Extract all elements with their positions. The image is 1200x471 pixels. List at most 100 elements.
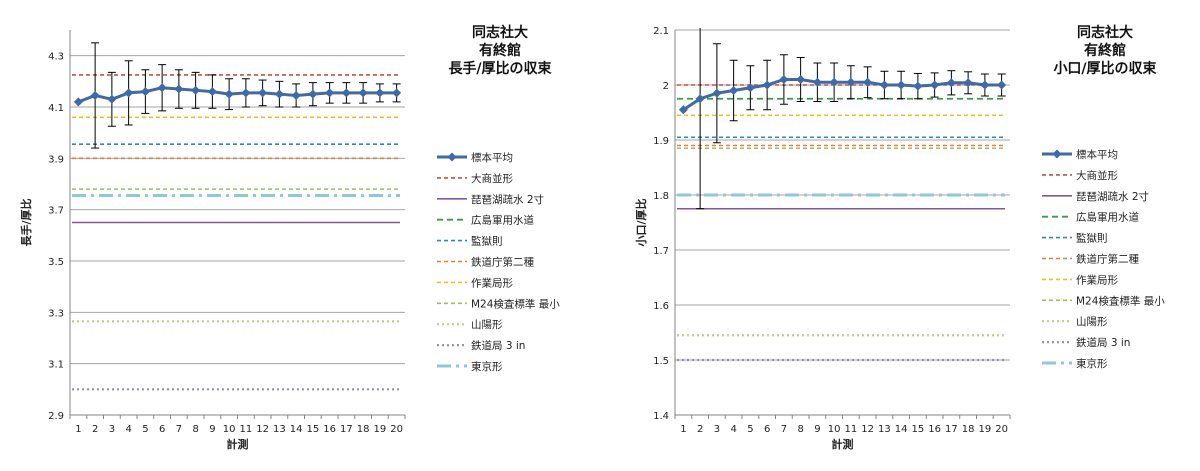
legend-entry: M24検査標準 最小 [1042, 294, 1165, 307]
data-point [779, 75, 789, 84]
legend-entry: 監獄則 [437, 235, 503, 248]
data-point [879, 80, 889, 90]
chart-title-line: 小口/厚比の収束 [1053, 60, 1157, 77]
legend-entry: 作業局形 [1042, 273, 1118, 286]
chart-title-line: 有終館 [479, 42, 521, 59]
legend-label: 広島軍用水道 [1076, 211, 1139, 224]
data-point [846, 77, 856, 87]
x-tick-label: 9 [814, 424, 820, 435]
legend-entry: 作業局形 [437, 276, 513, 289]
data-point [812, 77, 822, 87]
x-tick-label: 14 [290, 424, 303, 435]
x-tick-label: 5 [142, 424, 148, 435]
legend-label: 東京形 [1076, 357, 1108, 370]
x-tick-label: 10 [223, 424, 236, 435]
data-point [308, 89, 318, 99]
data-point [157, 83, 167, 93]
legend-entry: 大商並形 [1042, 169, 1118, 182]
x-tick-label: 11 [845, 424, 858, 435]
data-point [291, 90, 301, 100]
x-tick-label: 6 [159, 424, 165, 435]
x-tick-label: 19 [979, 424, 992, 435]
legend-entry: 鉄道局 3 in [437, 339, 525, 352]
data-point [796, 75, 806, 84]
y-tick-label: 1.5 [653, 356, 669, 367]
legend-marker [447, 152, 457, 162]
legend-entry: 広島軍用水道 [1042, 211, 1139, 224]
x-tick-label: 11 [240, 424, 253, 435]
y-tick-label: 3.9 [48, 154, 64, 165]
legend-label: 山陽形 [1076, 316, 1108, 328]
x-tick-label: 1 [680, 424, 686, 435]
x-tick-label: 16 [928, 424, 941, 435]
data-point [712, 88, 722, 98]
legend-entry: 大商並形 [437, 172, 513, 185]
y-tick-label: 1.9 [653, 136, 669, 147]
x-tick-label: 9 [209, 424, 215, 435]
chart-title-line: 長手/厚比の収束 [448, 60, 552, 77]
data-point [90, 90, 100, 100]
legend-entry: 鉄道庁第二種 [437, 256, 534, 269]
legend-entry: 鉄道庁第二種 [1042, 253, 1139, 266]
legend-label: 大商並形 [471, 172, 513, 185]
legend-label: 作業局形 [1076, 273, 1118, 286]
x-tick-label: 7 [176, 424, 182, 435]
x-tick-label: 2 [697, 424, 703, 435]
legend-entry: 監獄則 [1042, 232, 1108, 245]
legend-label: 鉄道庁第二種 [1076, 253, 1139, 266]
x-tick-label: 20 [995, 424, 1008, 435]
data-point [946, 78, 956, 88]
y-tick-label: 3.7 [48, 206, 64, 217]
data-point [124, 88, 134, 98]
data-point [745, 83, 755, 93]
x-tick-label: 17 [340, 424, 353, 435]
chart-panel-2: 1.41.51.61.71.81.922.11 2 3 4 5 6 7 8 9 10 11 12 13 1… [634, 24, 1165, 451]
data-point [678, 105, 688, 115]
x-tick-label: 17 [945, 424, 958, 435]
chart-title-line: 有終館 [1084, 42, 1126, 59]
legend-entry: 標本平均 [437, 151, 513, 164]
x-tick-label: 18 [357, 424, 370, 435]
legend-entry: 琵琶湖疏水 2寸 [1042, 190, 1149, 203]
legend-entry: 山陽形 [1042, 316, 1108, 328]
legend-entry: 東京形 [437, 360, 503, 373]
x-tick-label: 3 [109, 424, 115, 435]
x-tick-label: 13 [273, 424, 286, 435]
y-axis-label: 長手/厚比 [19, 198, 33, 246]
legend-label: 大商並形 [1076, 169, 1118, 182]
y-tick-label: 1.7 [653, 246, 669, 257]
data-point [140, 87, 150, 97]
legend-label: 監獄則 [1076, 232, 1108, 245]
legend-entry: 鉄道局 3 in [1042, 336, 1130, 349]
data-point [191, 85, 201, 95]
legend-entry: 琵琶湖疏水 2寸 [437, 193, 544, 206]
legend-label: M24検査標準 最小 [471, 297, 560, 310]
legend-entry: M24検査標準 最小 [437, 297, 560, 310]
data-point [762, 80, 772, 90]
x-tick-label: 15 [912, 424, 925, 435]
x-tick-label: 14 [895, 424, 908, 435]
data-point [207, 87, 217, 97]
data-point [913, 81, 923, 91]
chart-title-line: 同志社大 [1077, 24, 1133, 41]
data-point [274, 89, 284, 99]
y-tick-label: 2 [663, 81, 669, 92]
legend-label: M24検査標準 最小 [1076, 294, 1165, 307]
x-tick-label: 1 [75, 424, 81, 435]
legend-label: 鉄道局 3 in [1076, 336, 1130, 349]
y-tick-label: 4.1 [48, 103, 64, 114]
x-axis-label: 計測 [227, 437, 249, 451]
x-tick-label: 16 [323, 424, 336, 435]
x-tick-label: 13 [878, 424, 891, 435]
y-tick-label: 4.3 [48, 52, 64, 63]
y-tick-label: 2.1 [653, 26, 669, 37]
legend-label: 山陽形 [471, 319, 503, 331]
y-tick-label: 1.8 [653, 191, 669, 202]
legend-label: 監獄則 [471, 235, 503, 248]
x-tick-label: 15 [307, 424, 320, 435]
legend-entry: 東京形 [1042, 357, 1108, 370]
x-tick-label: 3 [714, 424, 720, 435]
x-tick-label: 20 [390, 424, 403, 435]
data-point [375, 88, 385, 98]
x-tick-label: 6 [764, 424, 770, 435]
